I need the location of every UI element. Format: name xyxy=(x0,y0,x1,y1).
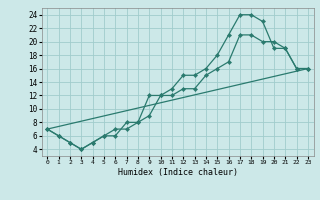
X-axis label: Humidex (Indice chaleur): Humidex (Indice chaleur) xyxy=(118,168,237,177)
